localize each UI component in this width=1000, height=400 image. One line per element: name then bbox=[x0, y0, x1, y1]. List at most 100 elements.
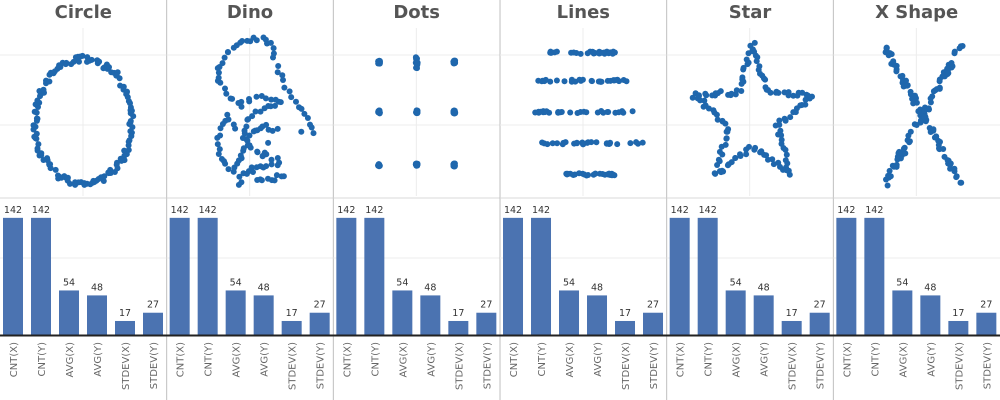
scatter-point bbox=[689, 94, 696, 101]
scatter-point bbox=[222, 85, 228, 92]
scatter-point bbox=[753, 58, 760, 65]
scatter-point bbox=[778, 132, 785, 139]
scatter-point bbox=[589, 49, 596, 56]
panel-title: X Shape bbox=[875, 2, 958, 23]
scatter-point bbox=[570, 172, 577, 178]
scatter-point bbox=[782, 146, 789, 153]
scatter-point bbox=[893, 68, 900, 75]
x-tick-label: CNT(X) bbox=[9, 342, 20, 377]
scatter-point bbox=[790, 109, 797, 116]
bar bbox=[364, 217, 385, 335]
x-tick-label: CNT(Y) bbox=[537, 342, 548, 377]
scatter-point bbox=[263, 163, 270, 170]
scatter-point bbox=[227, 95, 234, 102]
bar bbox=[864, 217, 885, 335]
scatter-point bbox=[885, 49, 892, 56]
scatter-point bbox=[927, 95, 934, 102]
scatter-point bbox=[238, 179, 245, 186]
scatter-point bbox=[240, 145, 247, 152]
bar bbox=[531, 217, 552, 335]
scatter-point bbox=[414, 59, 421, 66]
scatter-point bbox=[739, 74, 746, 81]
scatter-point bbox=[926, 106, 932, 113]
scatter-point bbox=[259, 153, 266, 160]
scatter-point bbox=[899, 72, 906, 79]
scatter-point bbox=[55, 172, 61, 179]
scatter-point bbox=[79, 52, 86, 59]
scatter-point bbox=[274, 125, 281, 132]
scatter-point bbox=[118, 157, 125, 164]
scatter-point bbox=[951, 48, 958, 55]
scatter-point bbox=[239, 38, 246, 44]
scatter-point bbox=[563, 171, 570, 178]
x-tick-label: AVG(Y) bbox=[760, 342, 771, 377]
bar-value-label: 48 bbox=[91, 282, 103, 293]
scatter-point bbox=[907, 128, 914, 135]
bar bbox=[59, 290, 79, 335]
scatter-point bbox=[783, 151, 790, 158]
scatter-point bbox=[722, 141, 729, 148]
scatter-point bbox=[945, 70, 952, 77]
bar-value-label: 54 bbox=[563, 277, 575, 288]
scatter-point bbox=[30, 126, 37, 133]
scatter-point bbox=[782, 117, 789, 124]
scatter-point bbox=[269, 127, 276, 134]
x-tick-label: STDEV(X) bbox=[121, 342, 132, 390]
scatter-point bbox=[225, 166, 232, 173]
scatter-point bbox=[629, 108, 636, 115]
scatter-point bbox=[239, 135, 246, 141]
scatter-point bbox=[606, 170, 613, 177]
bar-value-label: 142 bbox=[532, 205, 550, 216]
bar bbox=[392, 290, 413, 335]
scatter-point bbox=[894, 154, 901, 161]
scatter-point bbox=[35, 141, 42, 148]
bar-value-label: 142 bbox=[671, 205, 689, 216]
bar bbox=[420, 295, 441, 335]
scatter-point bbox=[414, 110, 421, 116]
scatter-point bbox=[298, 128, 305, 135]
scatter-point bbox=[217, 125, 224, 132]
scatter-point bbox=[249, 113, 256, 120]
x-tick-label: AVG(Y) bbox=[93, 342, 104, 377]
scatter-point bbox=[96, 58, 103, 65]
bar-value-label: 142 bbox=[365, 205, 383, 216]
bar bbox=[976, 312, 997, 335]
scatter-point bbox=[903, 77, 909, 84]
scatter-point bbox=[253, 37, 260, 44]
scatter-point bbox=[623, 78, 630, 85]
scatter-point bbox=[700, 103, 707, 110]
scatter-point bbox=[376, 60, 383, 67]
scatter-point bbox=[639, 139, 646, 146]
x-tick-label: CNT(Y) bbox=[370, 342, 381, 377]
bar bbox=[643, 312, 664, 335]
scatter-point bbox=[904, 82, 911, 89]
scatter-point bbox=[281, 84, 288, 91]
bar bbox=[169, 217, 190, 335]
scatter-point bbox=[902, 150, 909, 157]
scatter-point bbox=[930, 126, 937, 133]
scatter-point bbox=[547, 49, 554, 56]
bar-value-label: 142 bbox=[4, 205, 22, 216]
scatter-point bbox=[224, 49, 231, 55]
scatter-point bbox=[598, 108, 605, 114]
scatter-point bbox=[567, 109, 574, 116]
scatter-point bbox=[214, 141, 221, 148]
bar bbox=[197, 217, 218, 335]
panel-x-shape: X Shape 142 CNT(X) 142 CNT(Y) 54 AVG(X) 48 AVG(Y… bbox=[832, 0, 1000, 400]
bar-value-label: 17 bbox=[786, 308, 798, 319]
scatter-point bbox=[46, 78, 53, 85]
x-tick-label: AVG(Y) bbox=[926, 342, 937, 377]
panel-star: Star 142 CNT(X) 142 CNT(Y) 54 AVG(X) 48 AVG(Y) 17… bbox=[666, 0, 834, 400]
scatter-point bbox=[568, 78, 575, 85]
bar-value-label: 48 bbox=[424, 282, 436, 293]
x-tick-label: STDEV(Y) bbox=[816, 342, 827, 389]
scatter-point bbox=[375, 162, 382, 169]
bar bbox=[3, 217, 23, 335]
scatter-point bbox=[219, 60, 226, 67]
scatter-point bbox=[607, 77, 614, 84]
scatter-point bbox=[627, 140, 634, 147]
scatter-point bbox=[537, 108, 544, 115]
scatter-point bbox=[30, 122, 37, 129]
scatter-point bbox=[263, 121, 270, 128]
scatter-point bbox=[743, 151, 750, 158]
